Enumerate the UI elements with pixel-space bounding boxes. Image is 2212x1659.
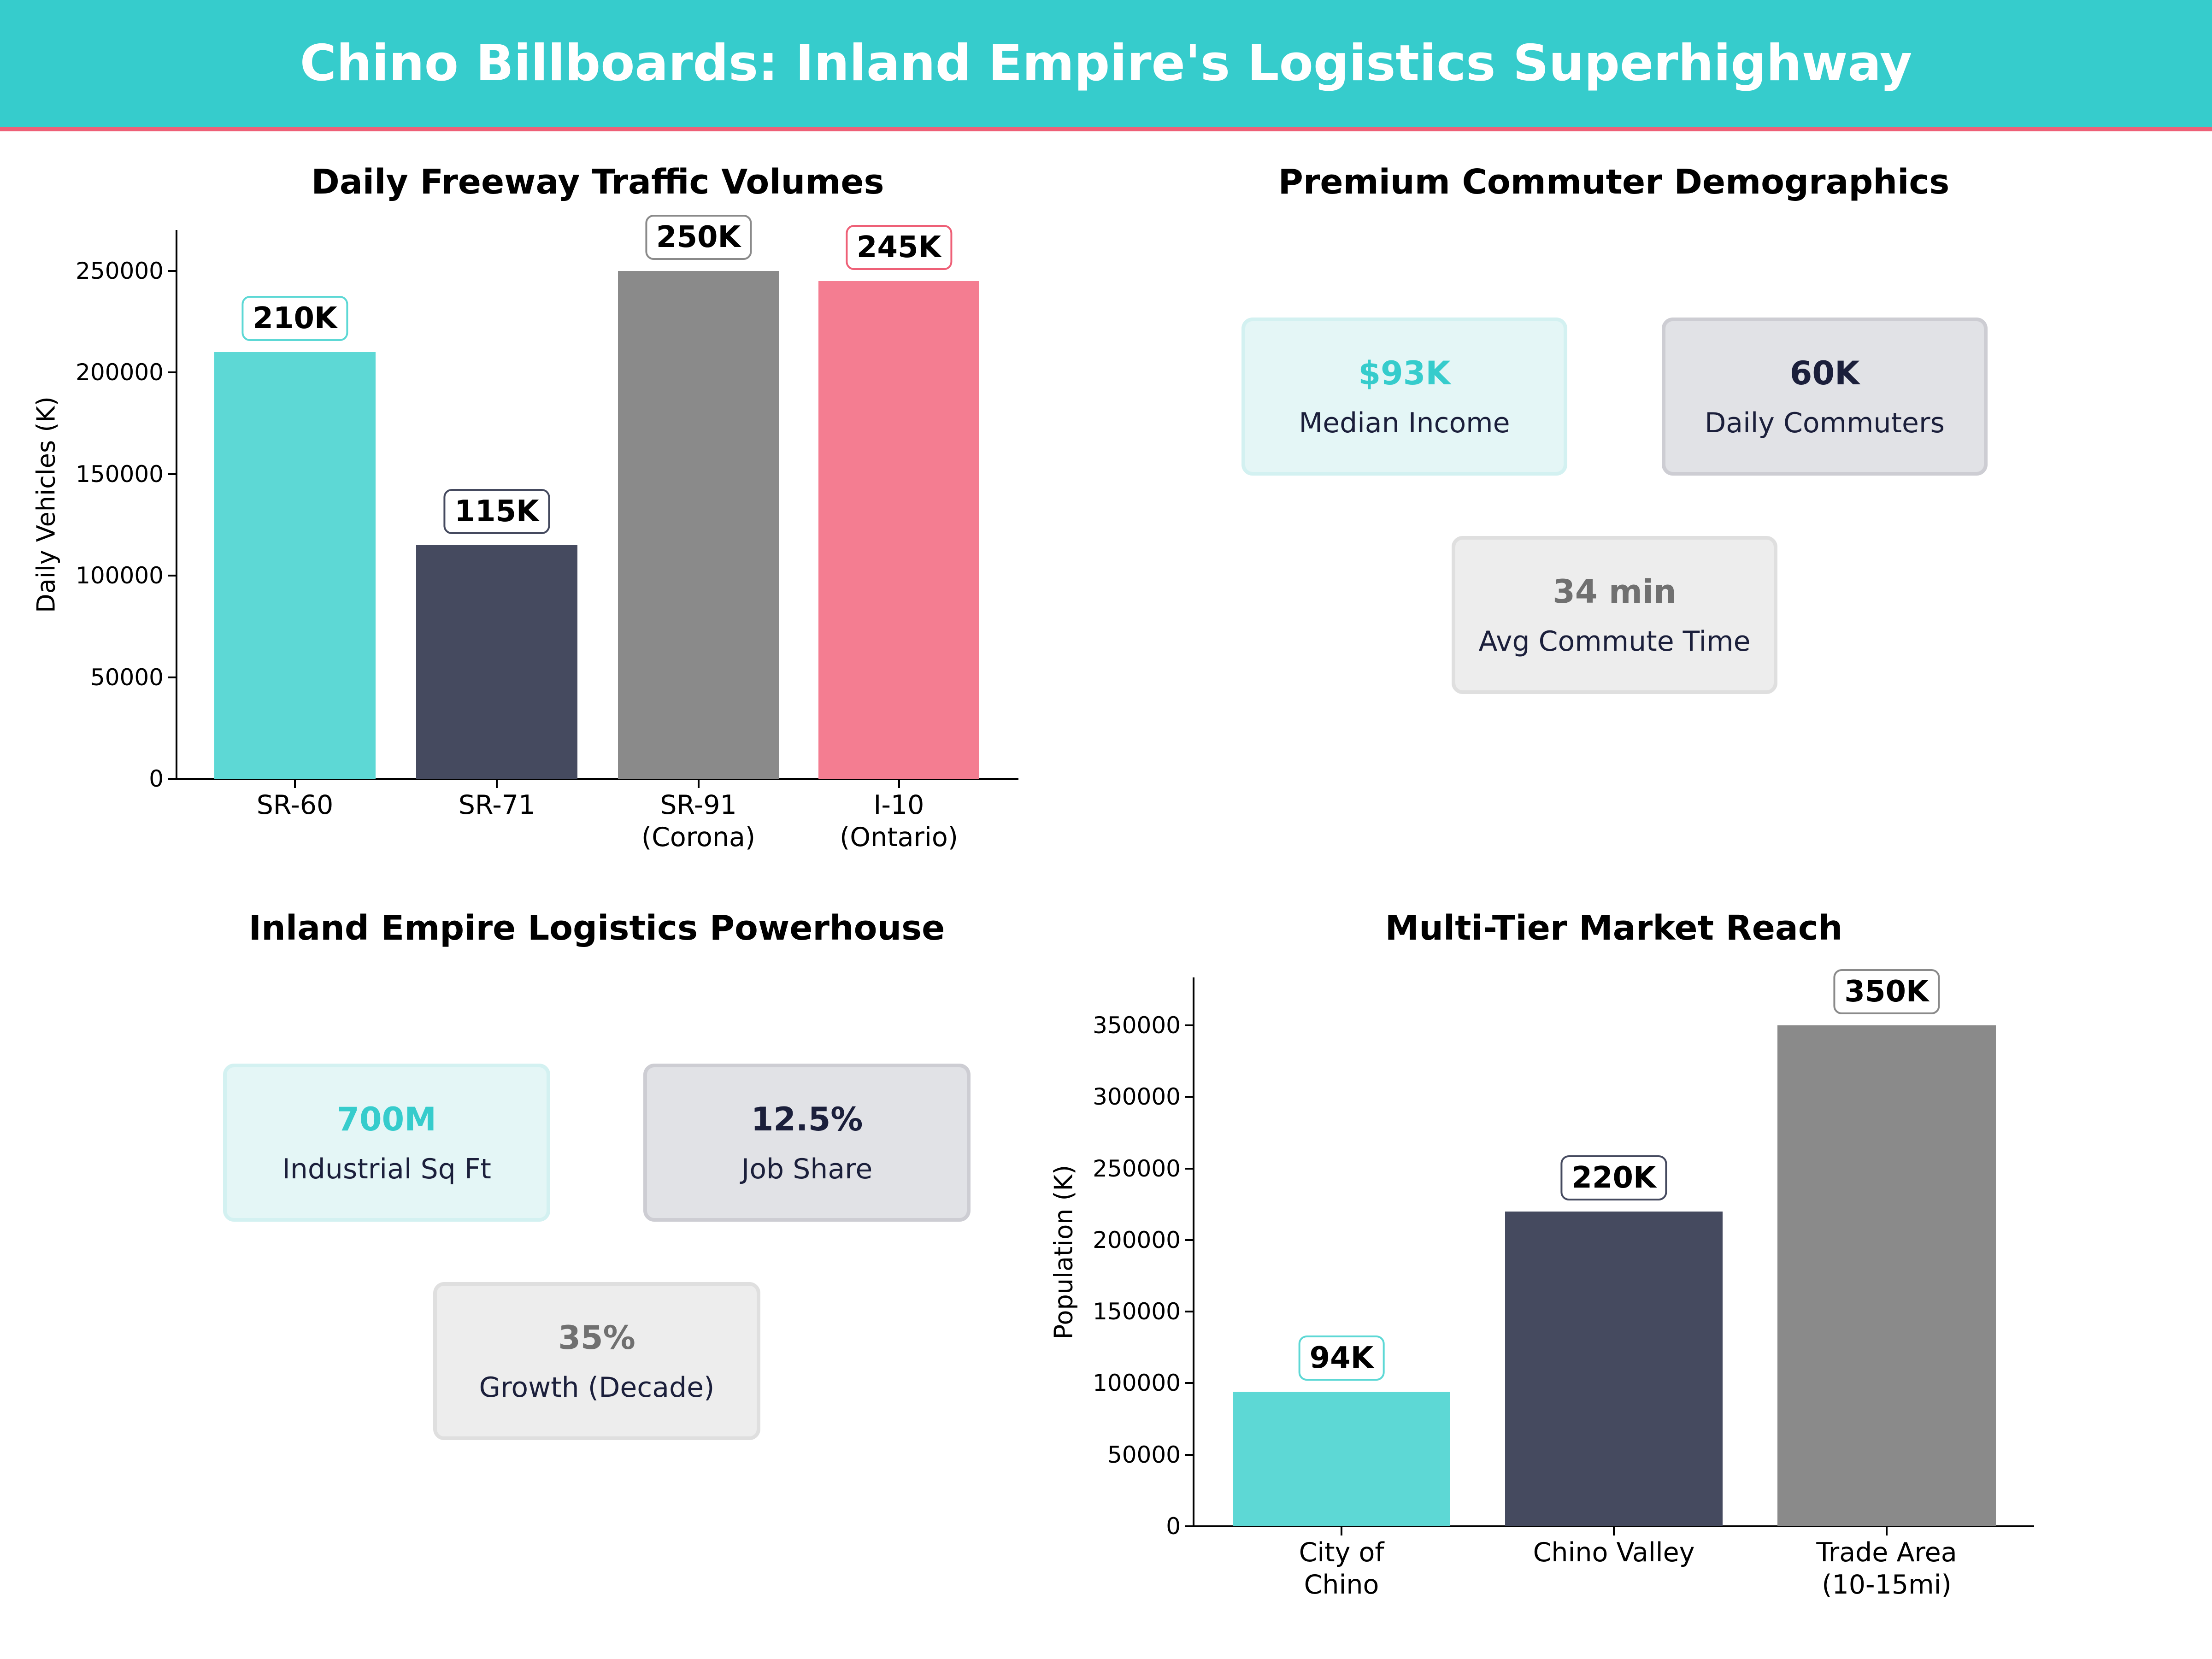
y-tick-label: 100000 [1093, 1370, 1181, 1397]
x-tick-label: City of Chino [1299, 1537, 1384, 1600]
bar-value-label: 350K [1833, 969, 1940, 1014]
card-label: Avg Commute Time [1478, 625, 1751, 658]
bar [618, 271, 779, 779]
x-tick-label: SR-91 (Corona) [641, 790, 756, 853]
bar-value-label: 210K [241, 296, 348, 341]
y-axis-line [1193, 977, 1194, 1527]
bar [1505, 1211, 1723, 1526]
y-tick-mark [168, 676, 176, 678]
y-tick-label: 0 [149, 765, 164, 792]
y-axis-label: Population (K) [1049, 1165, 1078, 1339]
industrial-sqft-card: 700M Industrial Sq Ft [223, 1064, 550, 1222]
y-tick-mark [1185, 1167, 1194, 1170]
x-tick-label: I-10 (Ontario) [840, 790, 958, 853]
y-tick-mark [168, 575, 176, 577]
y-tick-mark [168, 473, 176, 475]
bar [1233, 1392, 1450, 1526]
daily-commuters-card: 60K Daily Commuters [1662, 318, 1988, 476]
y-tick-label: 150000 [76, 460, 164, 488]
y-tick-mark [168, 371, 176, 374]
card-value: 35% [558, 1319, 635, 1357]
x-tick-mark [898, 780, 900, 788]
x-tick-label: SR-71 [458, 790, 535, 820]
job-share-card: 12.5% Job Share [643, 1064, 971, 1222]
y-tick-mark [168, 270, 176, 272]
card-label: Growth (Decade) [479, 1371, 715, 1404]
x-tick-label: SR-60 [256, 790, 334, 820]
card-label: Industrial Sq Ft [282, 1153, 491, 1185]
y-tick-label: 150000 [1093, 1298, 1181, 1325]
card-value: 700M [337, 1100, 436, 1138]
y-tick-mark [1185, 1311, 1194, 1313]
y-tick-label: 200000 [1093, 1226, 1181, 1253]
demographics-title: Premium Commuter Demographics [1278, 162, 1950, 202]
card-value: $93K [1358, 354, 1451, 392]
y-tick-label: 250000 [1093, 1155, 1181, 1182]
y-axis-label: Daily Vehicles (K) [31, 396, 61, 613]
card-value: 60K [1789, 354, 1860, 392]
card-value: 34 min [1553, 573, 1677, 611]
x-tick-mark [1886, 1527, 1888, 1535]
y-tick-mark [1185, 1382, 1194, 1384]
y-tick-label: 300000 [1093, 1083, 1181, 1111]
market-chart-title: Multi-Tier Market Reach [1385, 908, 1843, 948]
avg-commute-card: 34 min Avg Commute Time [1452, 536, 1777, 694]
bar-value-label: 94K [1298, 1335, 1385, 1381]
y-tick-mark [1185, 1453, 1194, 1456]
logistics-title: Inland Empire Logistics Powerhouse [248, 908, 945, 948]
x-axis-line [1194, 1525, 2034, 1527]
page-title: Chino Billboards: Inland Empire's Logist… [300, 35, 1912, 92]
y-tick-mark [1185, 1024, 1194, 1026]
y-tick-label: 50000 [90, 664, 164, 691]
x-tick-mark [496, 780, 498, 788]
y-tick-mark [168, 778, 176, 780]
y-tick-label: 0 [1166, 1513, 1181, 1540]
bar [818, 281, 979, 779]
header-accent-line [0, 127, 2212, 131]
bar [416, 545, 577, 779]
traffic-chart-title: Daily Freeway Traffic Volumes [311, 162, 884, 202]
x-tick-mark [294, 780, 296, 788]
y-tick-mark [1185, 1525, 1194, 1527]
y-tick-label: 100000 [76, 562, 164, 589]
y-tick-label: 50000 [1107, 1441, 1181, 1468]
bar-value-label: 115K [443, 489, 550, 535]
y-tick-mark [1185, 1096, 1194, 1098]
y-tick-label: 350000 [1093, 1012, 1181, 1039]
x-axis-line [176, 778, 1018, 780]
bar [214, 352, 376, 779]
median-income-card: $93K Median Income [1241, 318, 1567, 476]
y-axis-line [176, 230, 177, 780]
card-label: Median Income [1299, 407, 1510, 439]
x-tick-label: Trade Area (10-15mi) [1816, 1537, 1957, 1600]
bar-value-label: 250K [645, 215, 752, 260]
y-tick-mark [1185, 1239, 1194, 1241]
y-tick-label: 200000 [76, 359, 164, 386]
growth-card: 35% Growth (Decade) [433, 1282, 760, 1440]
x-tick-mark [1613, 1527, 1615, 1535]
card-label: Daily Commuters [1705, 407, 1945, 439]
bar-value-label: 245K [845, 225, 953, 271]
bar-value-label: 220K [1560, 1155, 1667, 1200]
x-tick-mark [697, 780, 700, 788]
card-label: Job Share [741, 1153, 873, 1185]
x-tick-label: Chino Valley [1533, 1537, 1695, 1568]
header-banner [0, 0, 2212, 127]
card-value: 12.5% [751, 1100, 863, 1138]
x-tick-mark [1341, 1527, 1342, 1535]
y-tick-label: 250000 [76, 258, 164, 284]
bar [1777, 1025, 1996, 1526]
